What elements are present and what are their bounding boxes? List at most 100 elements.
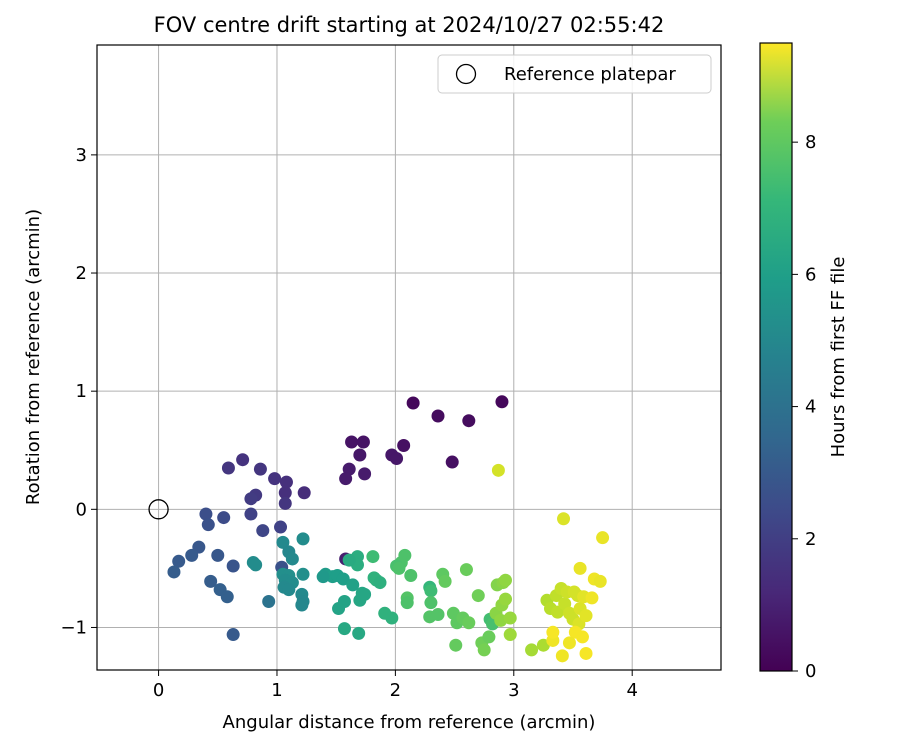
scatter-point	[274, 520, 288, 534]
scatter-point	[221, 461, 235, 475]
x-tick-label: 4	[626, 680, 637, 701]
scatter-point	[525, 643, 539, 657]
scatter-point	[373, 576, 387, 590]
colorbar-tick-label: 8	[805, 132, 816, 153]
scatter-point	[342, 553, 356, 567]
scatter-point	[296, 532, 310, 546]
scatter-point	[390, 452, 404, 466]
scatter-point	[503, 611, 517, 625]
scatter-point	[268, 472, 282, 486]
scatter-point	[482, 630, 496, 644]
scatter-point	[353, 448, 367, 462]
legend: Reference platepar	[437, 54, 712, 94]
scatter-point	[226, 628, 240, 642]
x-tick-label: 3	[508, 680, 519, 701]
y-axis-ticks: −1 0 1 2 3	[60, 145, 97, 638]
scatter-point	[503, 628, 517, 642]
scatter-point	[406, 396, 420, 410]
grid	[97, 45, 721, 670]
scatter-point	[555, 649, 569, 663]
reference-platepar-marker	[148, 499, 169, 520]
scatter-point	[397, 439, 411, 453]
scatter-point	[366, 550, 380, 564]
scatter-point	[220, 590, 234, 604]
scatter-point	[167, 565, 181, 579]
scatter-point	[345, 435, 359, 449]
scatter-point	[579, 609, 593, 623]
scatter-point	[385, 611, 399, 625]
scatter-point	[562, 636, 576, 650]
colorbar-tick-label: 6	[805, 264, 816, 285]
scatter-point	[211, 548, 225, 562]
scatter-point	[278, 486, 292, 500]
scatter-point	[285, 552, 299, 566]
scatter-point	[431, 607, 445, 621]
scatter-point	[477, 643, 491, 657]
scatter-point	[352, 626, 366, 640]
scatter-point	[573, 561, 587, 575]
scatter-point	[336, 572, 350, 586]
plot-frame	[96, 44, 722, 671]
scatter-point	[296, 567, 310, 581]
scatter-point	[316, 570, 330, 584]
scatter-point	[346, 578, 360, 592]
scatter-point	[499, 573, 512, 587]
scatter-point	[499, 592, 512, 606]
y-tick-label: −1	[60, 617, 87, 638]
scatter-point	[462, 414, 476, 428]
scatter-point	[585, 591, 599, 605]
scatter-point	[358, 587, 372, 601]
x-tick-label: 0	[153, 680, 164, 701]
scatter-point	[337, 622, 351, 636]
scatter-point	[279, 475, 293, 489]
scatter-point	[339, 472, 353, 486]
scatter-point	[596, 531, 610, 545]
scatter-point	[278, 496, 292, 510]
scatter-point	[438, 574, 452, 588]
scatter-point	[236, 453, 250, 467]
scatter-point	[253, 462, 267, 476]
scatter-point	[295, 598, 309, 612]
colorbar-gradient	[760, 43, 792, 671]
scatter-point	[471, 589, 485, 603]
scatter-point	[356, 435, 370, 449]
scatter-point	[199, 507, 213, 521]
x-axis-ticks: 0 1 2 3 4	[153, 670, 638, 701]
colorbar-label: Hours from first FF file	[828, 257, 849, 458]
scatter-point	[297, 486, 311, 500]
colorbar-tick-label: 2	[805, 529, 816, 550]
scatter-point	[244, 492, 258, 506]
scatter-point	[449, 638, 463, 652]
scatter-point	[462, 616, 476, 630]
scatter-point	[358, 467, 372, 481]
legend-box	[437, 54, 712, 94]
x-axis-label: Angular distance from reference (arcmin)	[223, 712, 596, 733]
scatter-point	[217, 511, 231, 525]
chart-title: FOV centre drift starting at 2024/10/27 …	[154, 13, 665, 37]
y-tick-label: 2	[76, 263, 87, 284]
scatter-point	[424, 584, 438, 598]
scatter-point	[491, 463, 505, 477]
scatter-point	[404, 568, 418, 582]
scatter-point	[204, 574, 218, 588]
x-tick-label: 2	[390, 680, 401, 701]
scatter-point	[185, 548, 199, 562]
scatter-point	[459, 563, 473, 577]
scatter-point	[445, 455, 459, 469]
y-axis-label: Rotation from reference (arcmin)	[23, 209, 44, 505]
scatter-point	[256, 524, 270, 538]
scatter-point	[400, 596, 414, 610]
scatter-point	[249, 558, 263, 572]
colorbar-ticks: 0 2 4 6 8	[792, 132, 816, 682]
scatter-point	[575, 630, 589, 644]
scatter-point	[593, 574, 607, 588]
colorbar-tick-label: 4	[805, 397, 816, 418]
y-tick-label: 3	[76, 145, 87, 166]
colorbar: 0 2 4 6 8 Hours from first FF file	[759, 42, 849, 682]
scatter-point	[495, 395, 509, 409]
scatter-point	[424, 596, 438, 610]
scatter-point	[172, 554, 186, 568]
scatter-point	[262, 594, 276, 608]
scatter-point	[392, 561, 406, 575]
